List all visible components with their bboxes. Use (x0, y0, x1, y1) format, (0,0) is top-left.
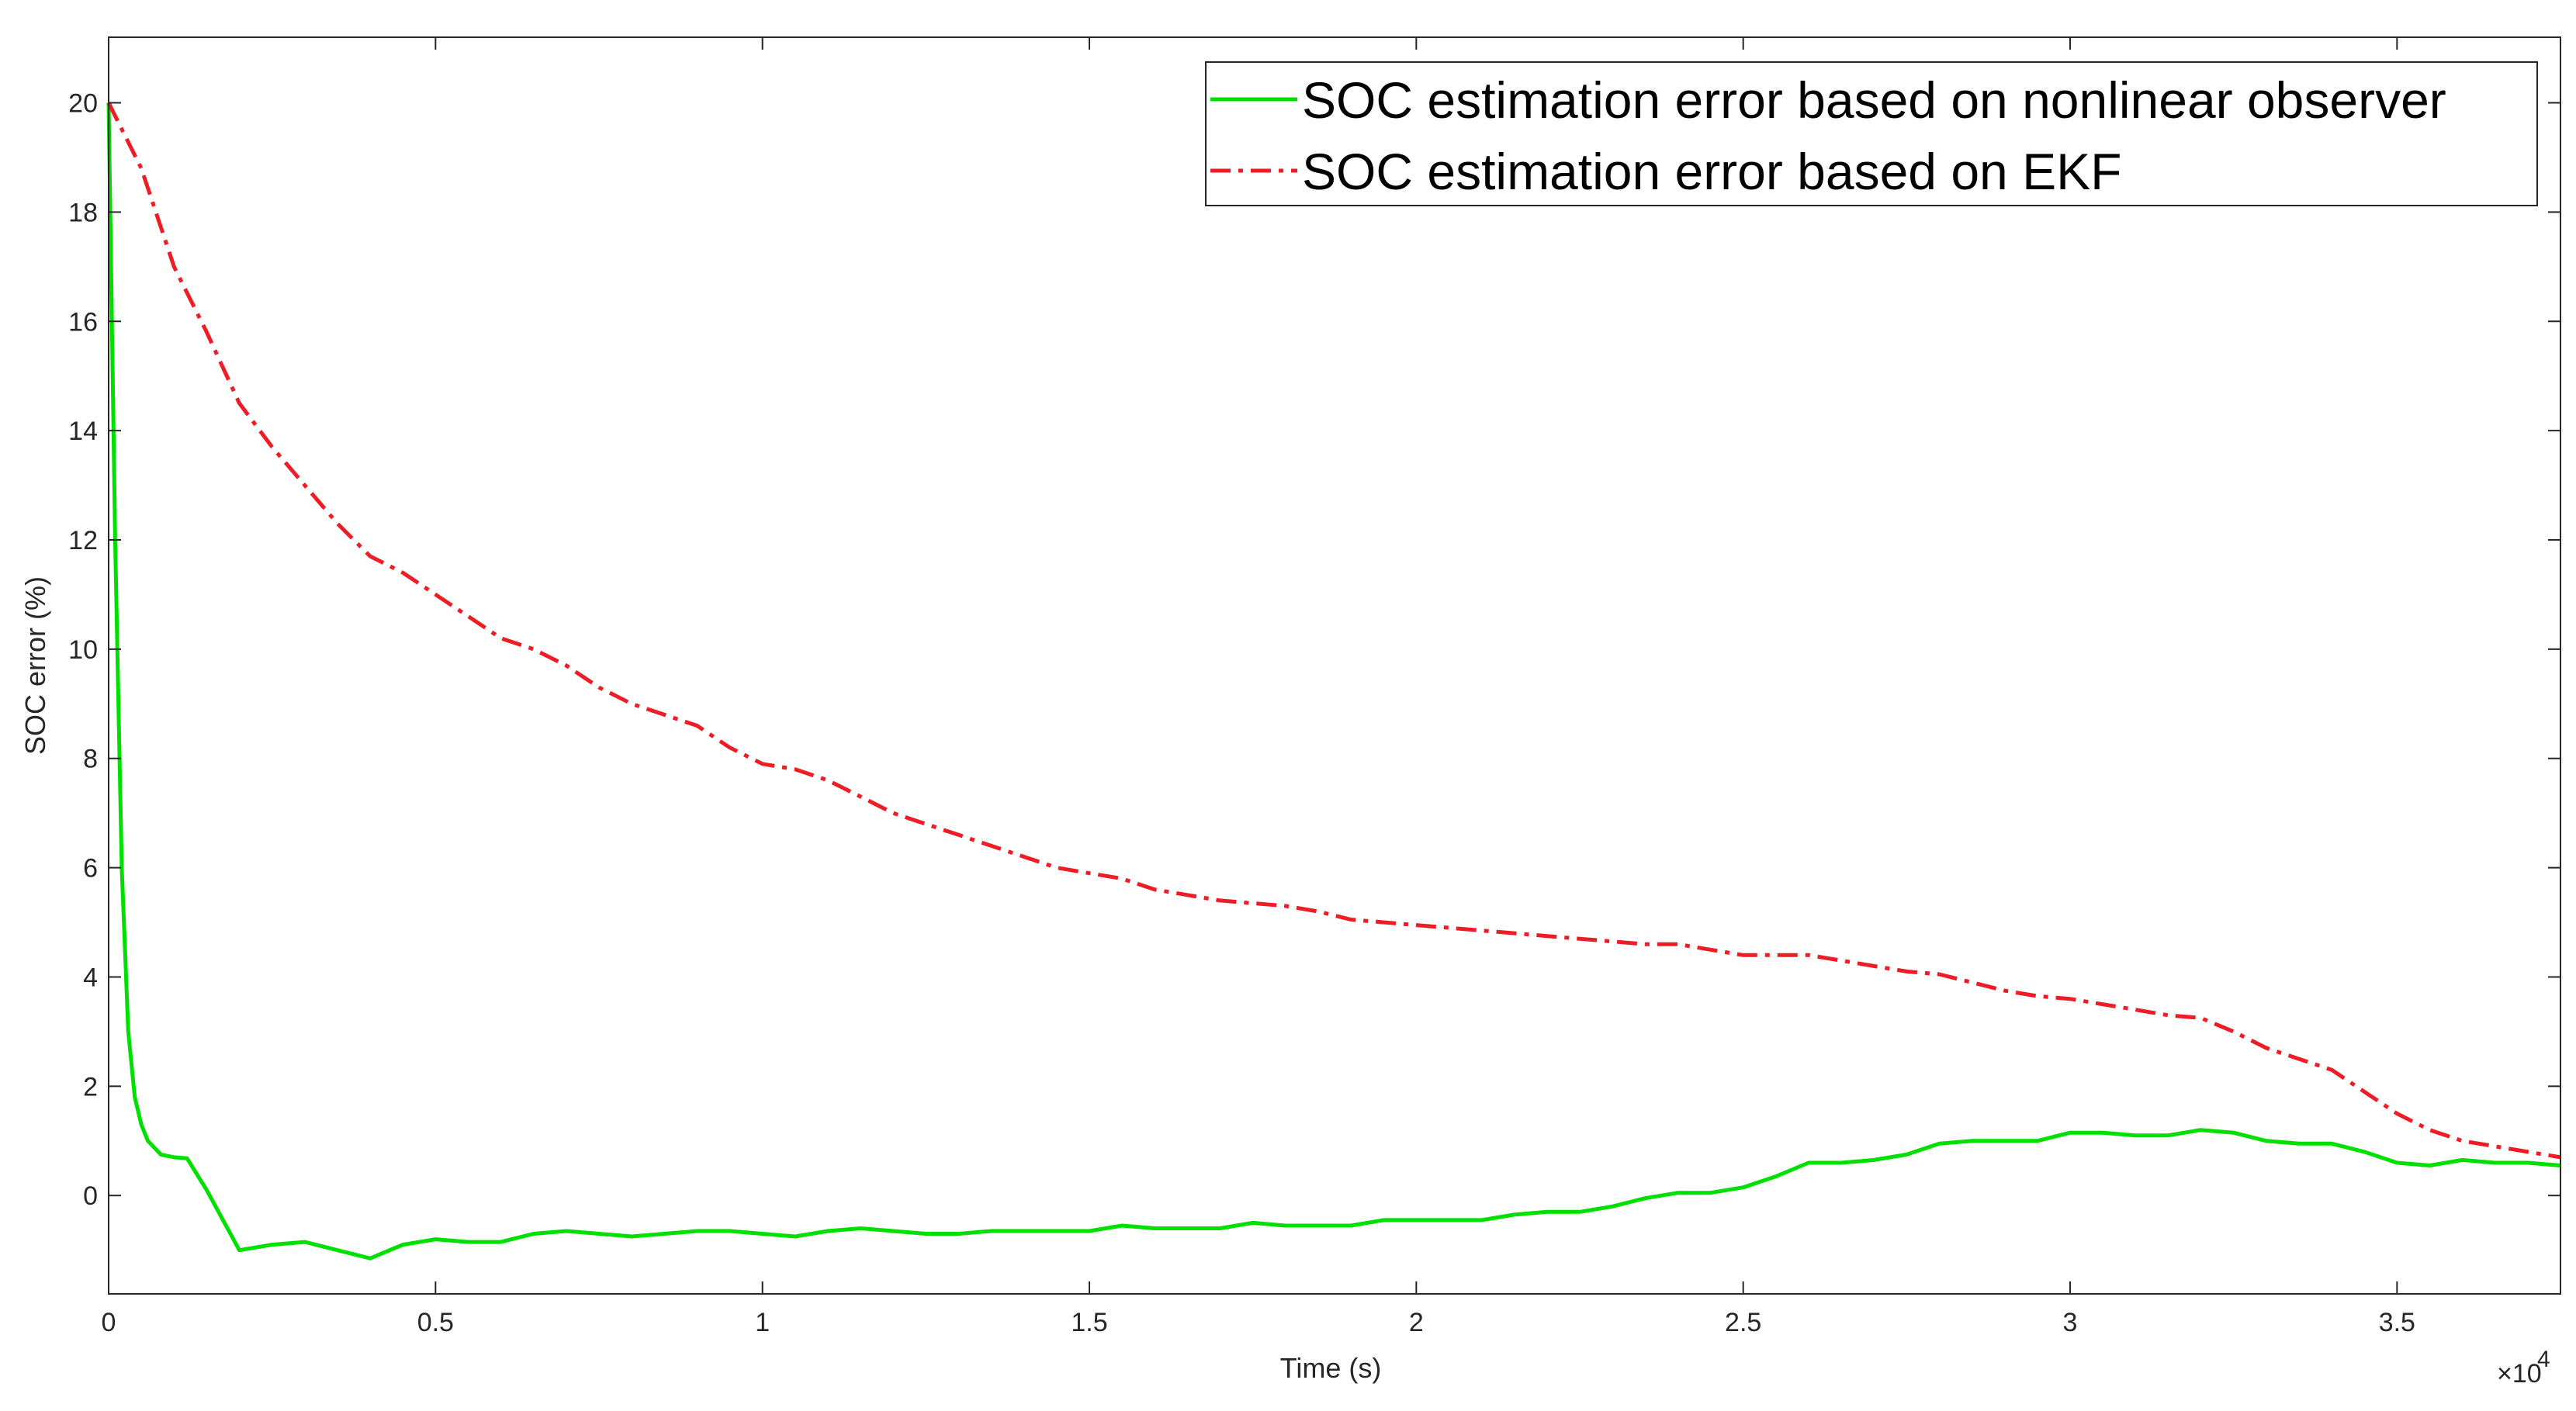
legend-box (1205, 61, 2538, 206)
y-tick-label: 14 (68, 417, 98, 446)
plot-frame (108, 36, 2561, 1295)
y-tick-label: 10 (68, 635, 98, 665)
x-axis-exponent: ×10 4 (2497, 1347, 2550, 1389)
y-tick-label: 8 (83, 745, 98, 774)
x-tick-label: 1 (755, 1308, 770, 1337)
x-axis-ticks: 0 0.5 1 1.5 2 2.5 3 3.5 (102, 37, 2415, 1337)
x-tick-label: 3 (2063, 1308, 2078, 1337)
y-axis-label: SOC error (%) (19, 576, 51, 755)
y-tick-label: 16 (68, 307, 98, 337)
legend: SOC estimation error based on nonlinear … (1205, 61, 2538, 206)
y-tick-label: 20 (68, 89, 98, 119)
series-layer (106, 102, 2561, 1261)
x-tick-label: 1.5 (1071, 1308, 1107, 1337)
x-exponent-base: ×10 (2497, 1359, 2542, 1389)
x-tick-label: 0.5 (417, 1308, 454, 1337)
y-tick-label: 6 (83, 854, 98, 884)
axes-layer (108, 36, 2561, 1295)
y-tick-label: 0 (83, 1181, 98, 1211)
legend-label-ekf: SOC estimation error based on EKF (1302, 143, 2121, 200)
y-tick-label: 4 (83, 963, 98, 992)
legend-label-nonlinear-observer: SOC estimation error based on nonlinear … (1302, 71, 2446, 129)
x-exponent-power: 4 (2537, 1347, 2550, 1372)
series-line-ekf (106, 102, 2561, 1160)
y-tick-label: 2 (83, 1072, 98, 1101)
y-tick-label: 12 (68, 526, 98, 555)
x-tick-label: 0 (102, 1308, 116, 1337)
x-tick-label: 2.5 (1725, 1308, 1761, 1337)
y-tick-label: 18 (68, 198, 98, 227)
plot-background (109, 37, 2560, 1294)
x-axis-label: Time (s) (1280, 1352, 1382, 1384)
x-tick-label: 2 (1409, 1308, 1424, 1337)
series-line-nonlinear-observer (106, 102, 2561, 1261)
y-axis-ticks: 0 2 4 6 8 10 12 14 16 18 20 (68, 89, 2560, 1211)
x-tick-label: 3.5 (2379, 1308, 2415, 1337)
